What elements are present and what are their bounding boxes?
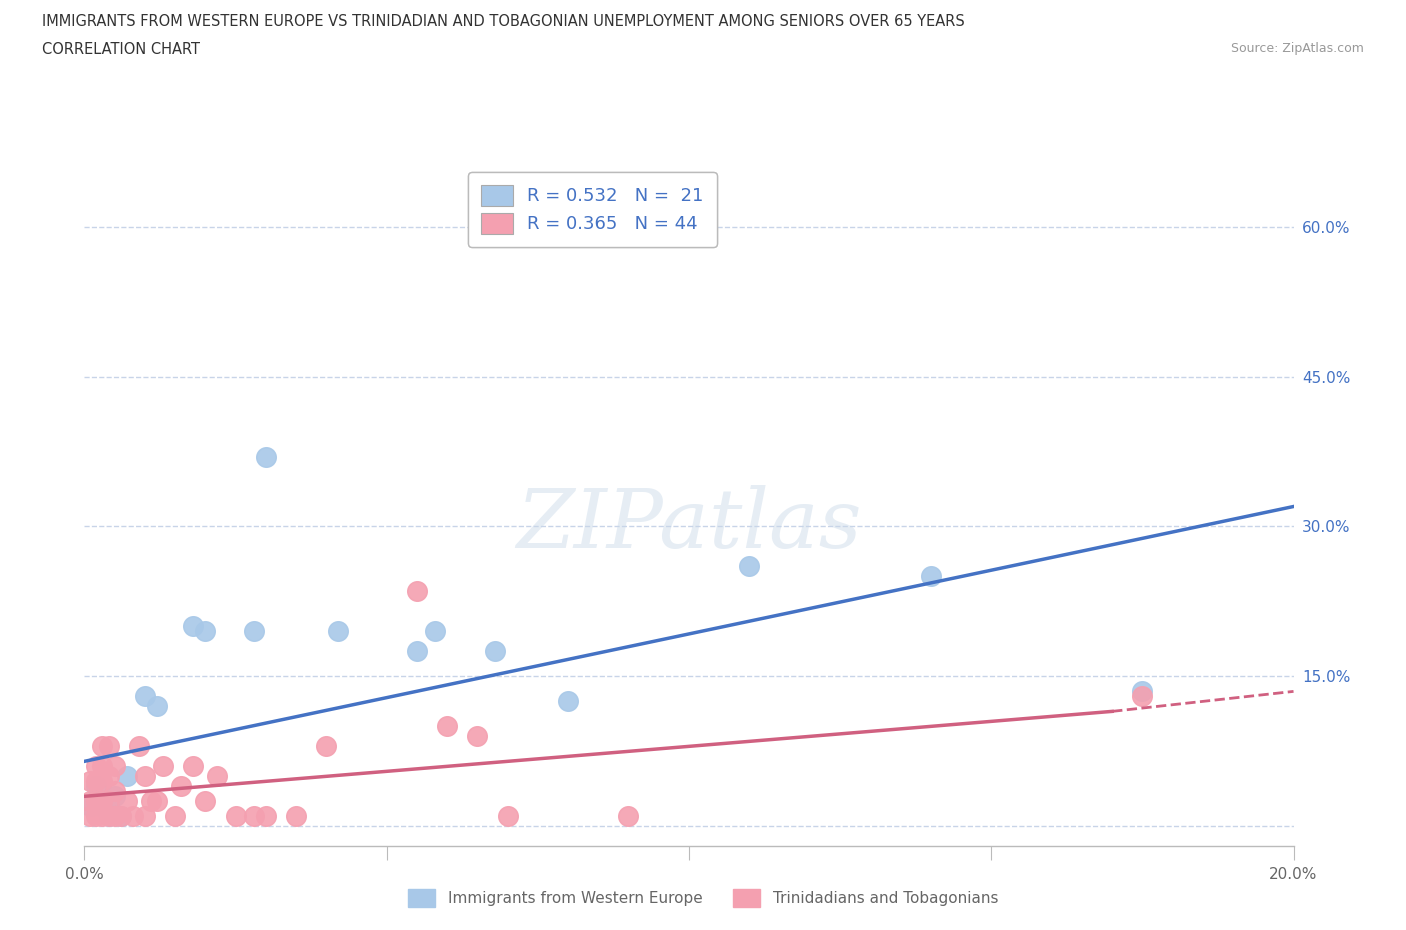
Point — [557, 694, 579, 709]
Point — [194, 794, 217, 809]
Text: IMMIGRANTS FROM WESTERN EUROPE VS TRINIDADIAN AND TOBAGONIAN UNEMPLOYMENT AMONG : IMMIGRANTS FROM WESTERN EUROPE VS TRINID… — [42, 14, 965, 29]
Text: CORRELATION CHART: CORRELATION CHART — [42, 42, 200, 57]
Point — [285, 809, 308, 824]
Point — [146, 794, 169, 809]
Point — [115, 769, 138, 784]
Point — [86, 774, 108, 789]
Point — [79, 809, 101, 824]
Point — [121, 809, 143, 824]
Point — [1130, 689, 1153, 704]
Point — [91, 794, 114, 809]
Point — [97, 769, 120, 784]
Point — [79, 774, 101, 789]
Point — [170, 779, 193, 794]
Point — [128, 739, 150, 754]
Text: Source: ZipAtlas.com: Source: ZipAtlas.com — [1230, 42, 1364, 55]
Point — [225, 809, 247, 824]
Point — [1130, 684, 1153, 698]
Point — [920, 569, 942, 584]
Point — [738, 559, 761, 574]
Point — [406, 644, 429, 658]
Point — [134, 689, 156, 704]
Point — [406, 584, 429, 599]
Point — [79, 794, 101, 809]
Point — [134, 769, 156, 784]
Point — [91, 774, 114, 789]
Point — [91, 799, 114, 814]
Point — [97, 794, 120, 809]
Point — [91, 739, 114, 754]
Point — [91, 759, 114, 774]
Point — [152, 759, 174, 774]
Point — [254, 809, 277, 824]
Point — [146, 699, 169, 714]
Point — [97, 739, 120, 754]
Point — [91, 809, 114, 824]
Point — [194, 624, 217, 639]
Point — [110, 809, 132, 824]
Point — [617, 809, 640, 824]
Point — [104, 784, 127, 799]
Point — [79, 799, 101, 814]
Point — [134, 809, 156, 824]
Point — [97, 809, 120, 824]
Point — [86, 759, 108, 774]
Point — [328, 624, 350, 639]
Text: ZIPatlas: ZIPatlas — [516, 485, 862, 565]
Point — [139, 794, 162, 809]
Point — [86, 779, 108, 794]
Point — [436, 719, 458, 734]
Point — [104, 789, 127, 804]
Point — [242, 624, 264, 639]
Point — [86, 794, 108, 809]
Point — [254, 449, 277, 464]
Legend: R = 0.532   N =  21, R = 0.365   N = 44: R = 0.532 N = 21, R = 0.365 N = 44 — [468, 172, 717, 246]
Point — [165, 809, 187, 824]
Point — [423, 624, 446, 639]
Point — [104, 809, 127, 824]
Point — [181, 759, 204, 774]
Point — [115, 794, 138, 809]
Point — [181, 619, 204, 634]
Point — [467, 729, 489, 744]
Point — [97, 809, 120, 824]
Point — [110, 809, 132, 824]
Point — [484, 644, 506, 658]
Point — [207, 769, 229, 784]
Legend: Immigrants from Western Europe, Trinidadians and Tobagonians: Immigrants from Western Europe, Trinidad… — [402, 884, 1004, 913]
Point — [242, 809, 264, 824]
Point — [315, 739, 337, 754]
Point — [86, 809, 108, 824]
Point — [496, 809, 519, 824]
Point — [104, 759, 127, 774]
